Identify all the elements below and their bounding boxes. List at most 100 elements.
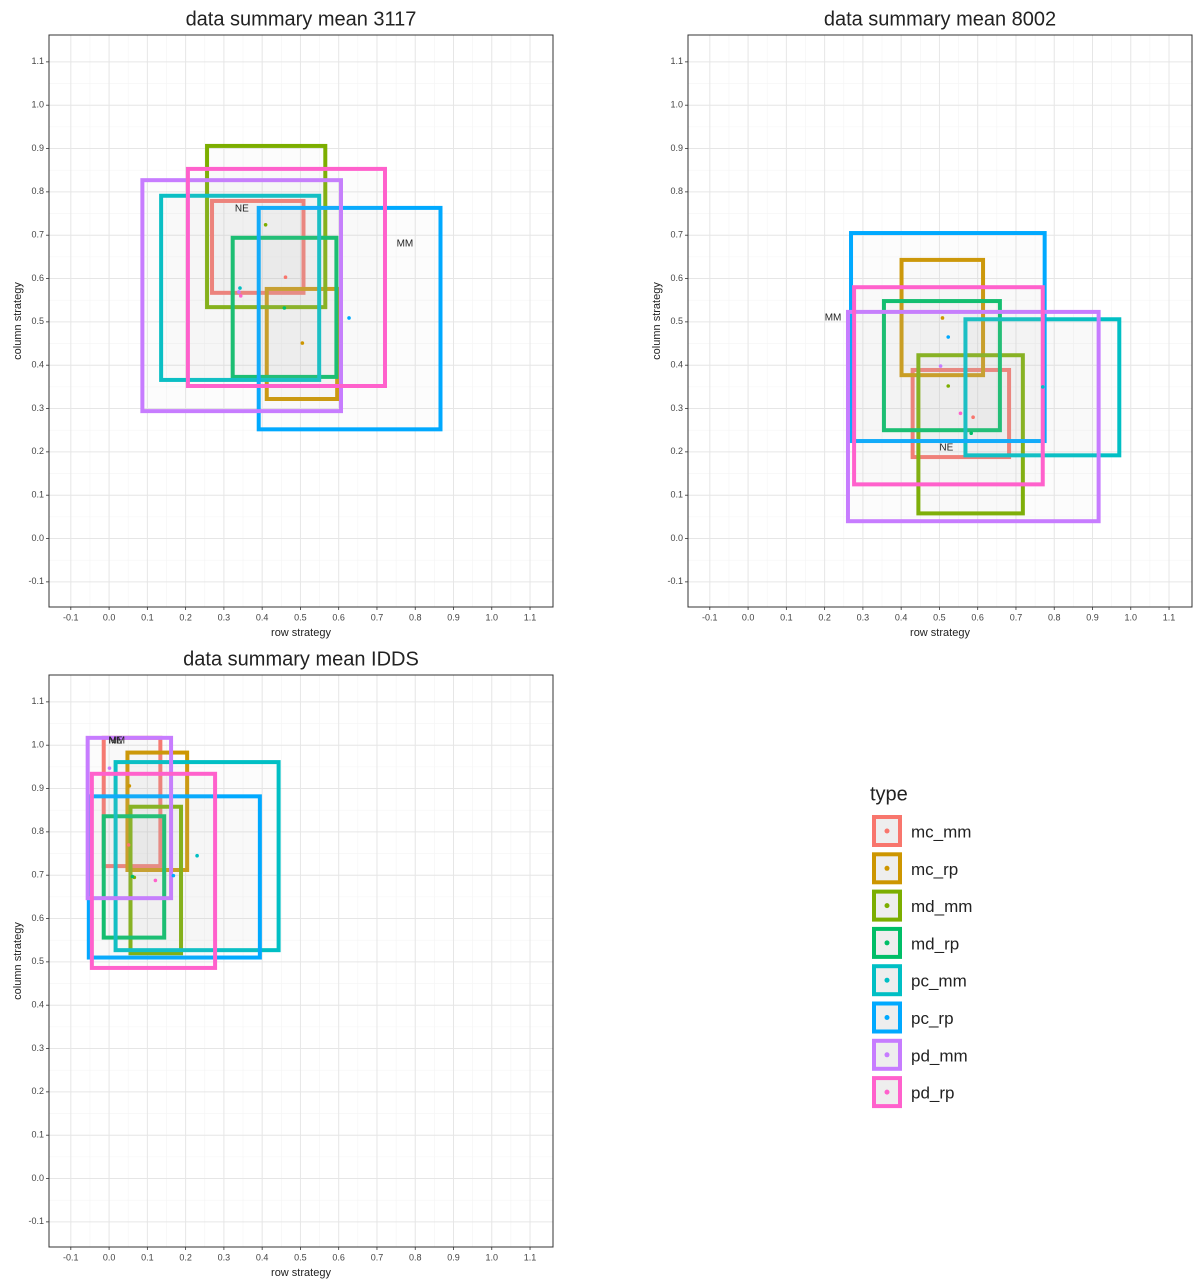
legend-label: pc_mm (911, 972, 967, 991)
x-tick-label: -0.1 (63, 612, 79, 622)
y-tick-label: 0.8 (670, 186, 683, 196)
y-tick-label: 0.2 (31, 1086, 44, 1096)
y-tick-label: 0.9 (31, 143, 44, 153)
y-tick-label: 0.0 (670, 533, 683, 543)
point (238, 294, 243, 298)
x-tick-label: 0.5 (294, 1252, 307, 1262)
x-tick-label: 0.0 (103, 1252, 116, 1262)
x-tick-label: 0.7 (371, 1252, 384, 1262)
chart-title: data summary mean 3117 (186, 8, 417, 30)
y-axis-label: column strategy (651, 282, 663, 360)
point (946, 335, 951, 339)
chart-title: data summary mean IDDS (183, 648, 419, 670)
plot-frame (48, 674, 554, 1248)
x-axis-label: row strategy (271, 627, 331, 639)
panel: -0.1 0.0 0.1 0.2 0.3 0.4 0.5 0.6 0.7 0.8 0.9 1.0 1.1… (12, 8, 554, 639)
point (283, 275, 288, 280)
x-tick-label: 0.9 (447, 612, 460, 622)
x-tick-label: 0.2 (179, 612, 192, 622)
point (238, 286, 242, 290)
y-tick-label: 0.7 (31, 230, 44, 240)
x-tick-label: 0.9 (447, 1252, 460, 1262)
x-tick-label: 0.9 (1086, 612, 1099, 622)
point (969, 431, 973, 436)
y-tick-label: 1.0 (670, 100, 683, 110)
y-tick-label: 0.0 (31, 533, 44, 543)
point (958, 411, 963, 416)
annotation: NE (939, 443, 953, 454)
x-tick-label: 0.2 (179, 1252, 192, 1262)
y-tick-label: 0.2 (670, 446, 683, 456)
legend-label: md_rp (911, 934, 959, 953)
x-tick-label: 1.1 (1163, 612, 1176, 622)
legend-label: mc_rp (911, 860, 958, 879)
legend-key (872, 889, 902, 922)
y-tick-label: 0.0 (31, 1173, 44, 1183)
legend-key-dot (884, 977, 890, 983)
y-tick-label: 0.2 (31, 446, 44, 456)
y-tick-label: 0.8 (31, 826, 44, 836)
y-tick-label: 0.6 (31, 913, 44, 923)
y-tick-label: 0.3 (31, 1043, 44, 1053)
y-tick-label: 0.4 (31, 360, 44, 370)
legend-label: pd_rp (911, 1084, 954, 1103)
legend-key-dot (884, 940, 890, 946)
legend-label: md_mm (911, 897, 972, 916)
legend-title: type (870, 783, 908, 805)
legend-key-dot (884, 1052, 890, 1058)
y-tick-label: 0.6 (670, 273, 683, 283)
x-tick-label: 0.2 (818, 612, 831, 622)
plot-frame (48, 34, 554, 608)
x-tick-label: 0.1 (141, 1252, 154, 1262)
legend-key-dot (884, 1015, 890, 1020)
y-axis-label: column strategy (12, 922, 24, 1000)
y-tick-label: 1.0 (31, 100, 44, 110)
y-tick-label: 0.3 (31, 403, 44, 413)
x-tick-label: -0.1 (702, 612, 718, 622)
range-box (89, 771, 218, 970)
point (971, 415, 975, 420)
point (946, 384, 951, 388)
y-tick-label: 0.1 (670, 490, 683, 500)
range-box (205, 143, 328, 310)
y-tick-label: 1.1 (670, 56, 683, 66)
x-tick-label: 0.1 (780, 612, 793, 622)
point (347, 316, 351, 320)
point (938, 364, 943, 368)
y-tick-label: 1.1 (31, 56, 44, 66)
point (195, 853, 199, 858)
panel: -0.1 0.0 0.1 0.2 0.3 0.4 0.5 0.6 0.7 0.8 0.9 1.0 1.1… (651, 8, 1193, 639)
legend-key-dot (884, 828, 890, 834)
x-tick-label: 0.8 (409, 612, 422, 622)
legend-label: pc_rp (911, 1009, 954, 1028)
y-tick-label: 0.6 (31, 273, 44, 283)
point (300, 341, 305, 345)
point (1040, 385, 1045, 389)
point (263, 223, 268, 227)
y-tick-label: -0.1 (667, 576, 683, 586)
plot-frame (687, 34, 1193, 608)
x-tick-label: 0.7 (1010, 612, 1023, 622)
x-tick-label: 0.3 (218, 612, 231, 622)
x-tick-label: 0.1 (141, 612, 154, 622)
x-tick-label: 0.8 (1048, 612, 1061, 622)
annotation: NE (109, 736, 123, 747)
x-tick-label: 0.0 (742, 612, 755, 622)
x-tick-label: 1.0 (1125, 612, 1138, 622)
point (130, 874, 135, 879)
x-tick-label: 1.1 (524, 612, 537, 622)
y-tick-label: 1.1 (31, 696, 44, 706)
legend-key-dot (884, 903, 890, 909)
y-tick-label: 0.4 (31, 1000, 44, 1010)
legend-label: mc_mm (911, 822, 971, 841)
x-axis-label: row strategy (271, 1267, 331, 1279)
panel: -0.1 0.0 0.1 0.2 0.3 0.4 0.5 0.6 0.7 0.8 0.9 1.0 1.1… (12, 648, 554, 1279)
y-tick-label: 0.4 (670, 360, 683, 370)
point (237, 290, 241, 294)
x-tick-label: 1.0 (486, 1252, 499, 1262)
y-tick-label: -0.1 (28, 576, 44, 586)
legend-label: pd_mm (911, 1046, 968, 1065)
x-tick-label: 0.6 (971, 612, 984, 622)
